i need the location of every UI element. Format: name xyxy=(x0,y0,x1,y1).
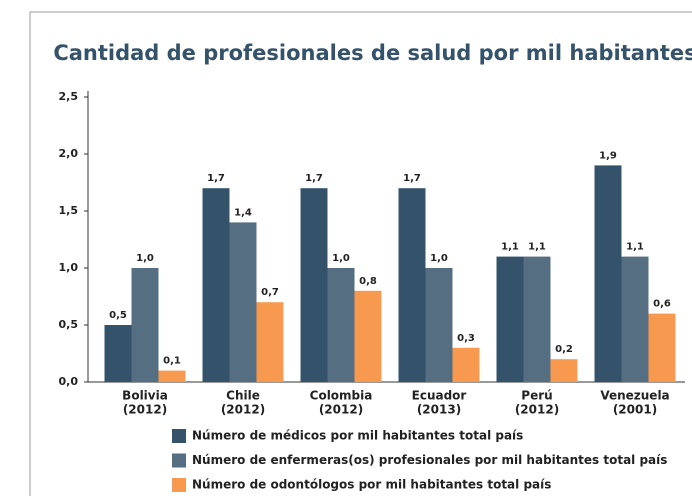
y-tick-label: 0,0 xyxy=(59,375,79,388)
legend-swatch xyxy=(172,453,186,468)
value-label: 1,7 xyxy=(403,173,421,184)
bar xyxy=(523,256,551,382)
y-tick-label: 2,0 xyxy=(59,147,79,160)
bar xyxy=(550,359,578,382)
bar xyxy=(398,188,426,382)
value-label: 0,5 xyxy=(109,310,127,321)
bar xyxy=(131,268,159,382)
x-tick-label: (2012) xyxy=(221,403,265,417)
bar xyxy=(300,188,328,382)
y-tick-label: 2,5 xyxy=(59,90,79,103)
x-tick-label: Venezuela xyxy=(600,389,669,403)
legend-swatch xyxy=(172,478,186,492)
x-tick-label: (2013) xyxy=(417,403,461,417)
bar xyxy=(354,290,382,382)
value-label: 1,7 xyxy=(305,173,323,184)
value-label: 1,1 xyxy=(626,242,644,253)
bar xyxy=(229,222,257,382)
bar xyxy=(496,256,524,382)
value-label: 1,0 xyxy=(332,253,350,264)
value-label: 1,0 xyxy=(430,253,448,264)
legend-label: Número de odontólogos por mil habitantes… xyxy=(192,478,551,492)
bar xyxy=(621,256,649,382)
bar xyxy=(158,370,186,382)
value-label: 0,8 xyxy=(359,276,377,287)
y-tick-label: 1,0 xyxy=(59,261,79,274)
value-label: 1,9 xyxy=(599,150,617,161)
bar xyxy=(202,188,230,382)
legend-label: Número de enfermeras(os) profesionales p… xyxy=(192,453,667,467)
x-tick-label: (2001) xyxy=(613,403,657,417)
value-label: 1,0 xyxy=(136,253,154,264)
bar xyxy=(648,313,676,382)
legend-label: Número de médicos por mil habitantes tot… xyxy=(192,429,523,443)
value-label: 0,6 xyxy=(653,299,671,310)
y-tick-label: 0,5 xyxy=(59,318,79,331)
bar xyxy=(452,347,480,382)
chart-title: Cantidad de profesionales de salud por m… xyxy=(53,41,692,65)
value-label: 1,1 xyxy=(528,242,546,253)
bar xyxy=(256,302,284,382)
x-tick-label: Colombia xyxy=(310,389,373,403)
x-tick-label: Ecuador xyxy=(412,389,467,403)
x-tick-label: Chile xyxy=(226,389,260,403)
value-label: 1,1 xyxy=(501,242,519,253)
bar xyxy=(425,268,453,382)
legend-swatch xyxy=(172,429,186,443)
x-tick-label: Bolivia xyxy=(122,389,168,403)
value-label: 0,2 xyxy=(555,344,573,355)
bar xyxy=(104,325,132,382)
x-tick-label: (2012) xyxy=(319,403,363,417)
value-label: 0,3 xyxy=(457,333,475,344)
bar xyxy=(327,268,355,382)
value-label: 0,1 xyxy=(163,356,181,367)
value-label: 1,4 xyxy=(234,207,252,218)
bar xyxy=(594,165,622,382)
y-tick-label: 1,5 xyxy=(59,204,79,217)
value-label: 0,7 xyxy=(261,287,279,298)
value-label: 1,7 xyxy=(207,173,225,184)
x-tick-label: (2012) xyxy=(515,403,559,417)
x-tick-label: (2012) xyxy=(123,403,167,417)
x-tick-label: Perú xyxy=(521,389,552,403)
